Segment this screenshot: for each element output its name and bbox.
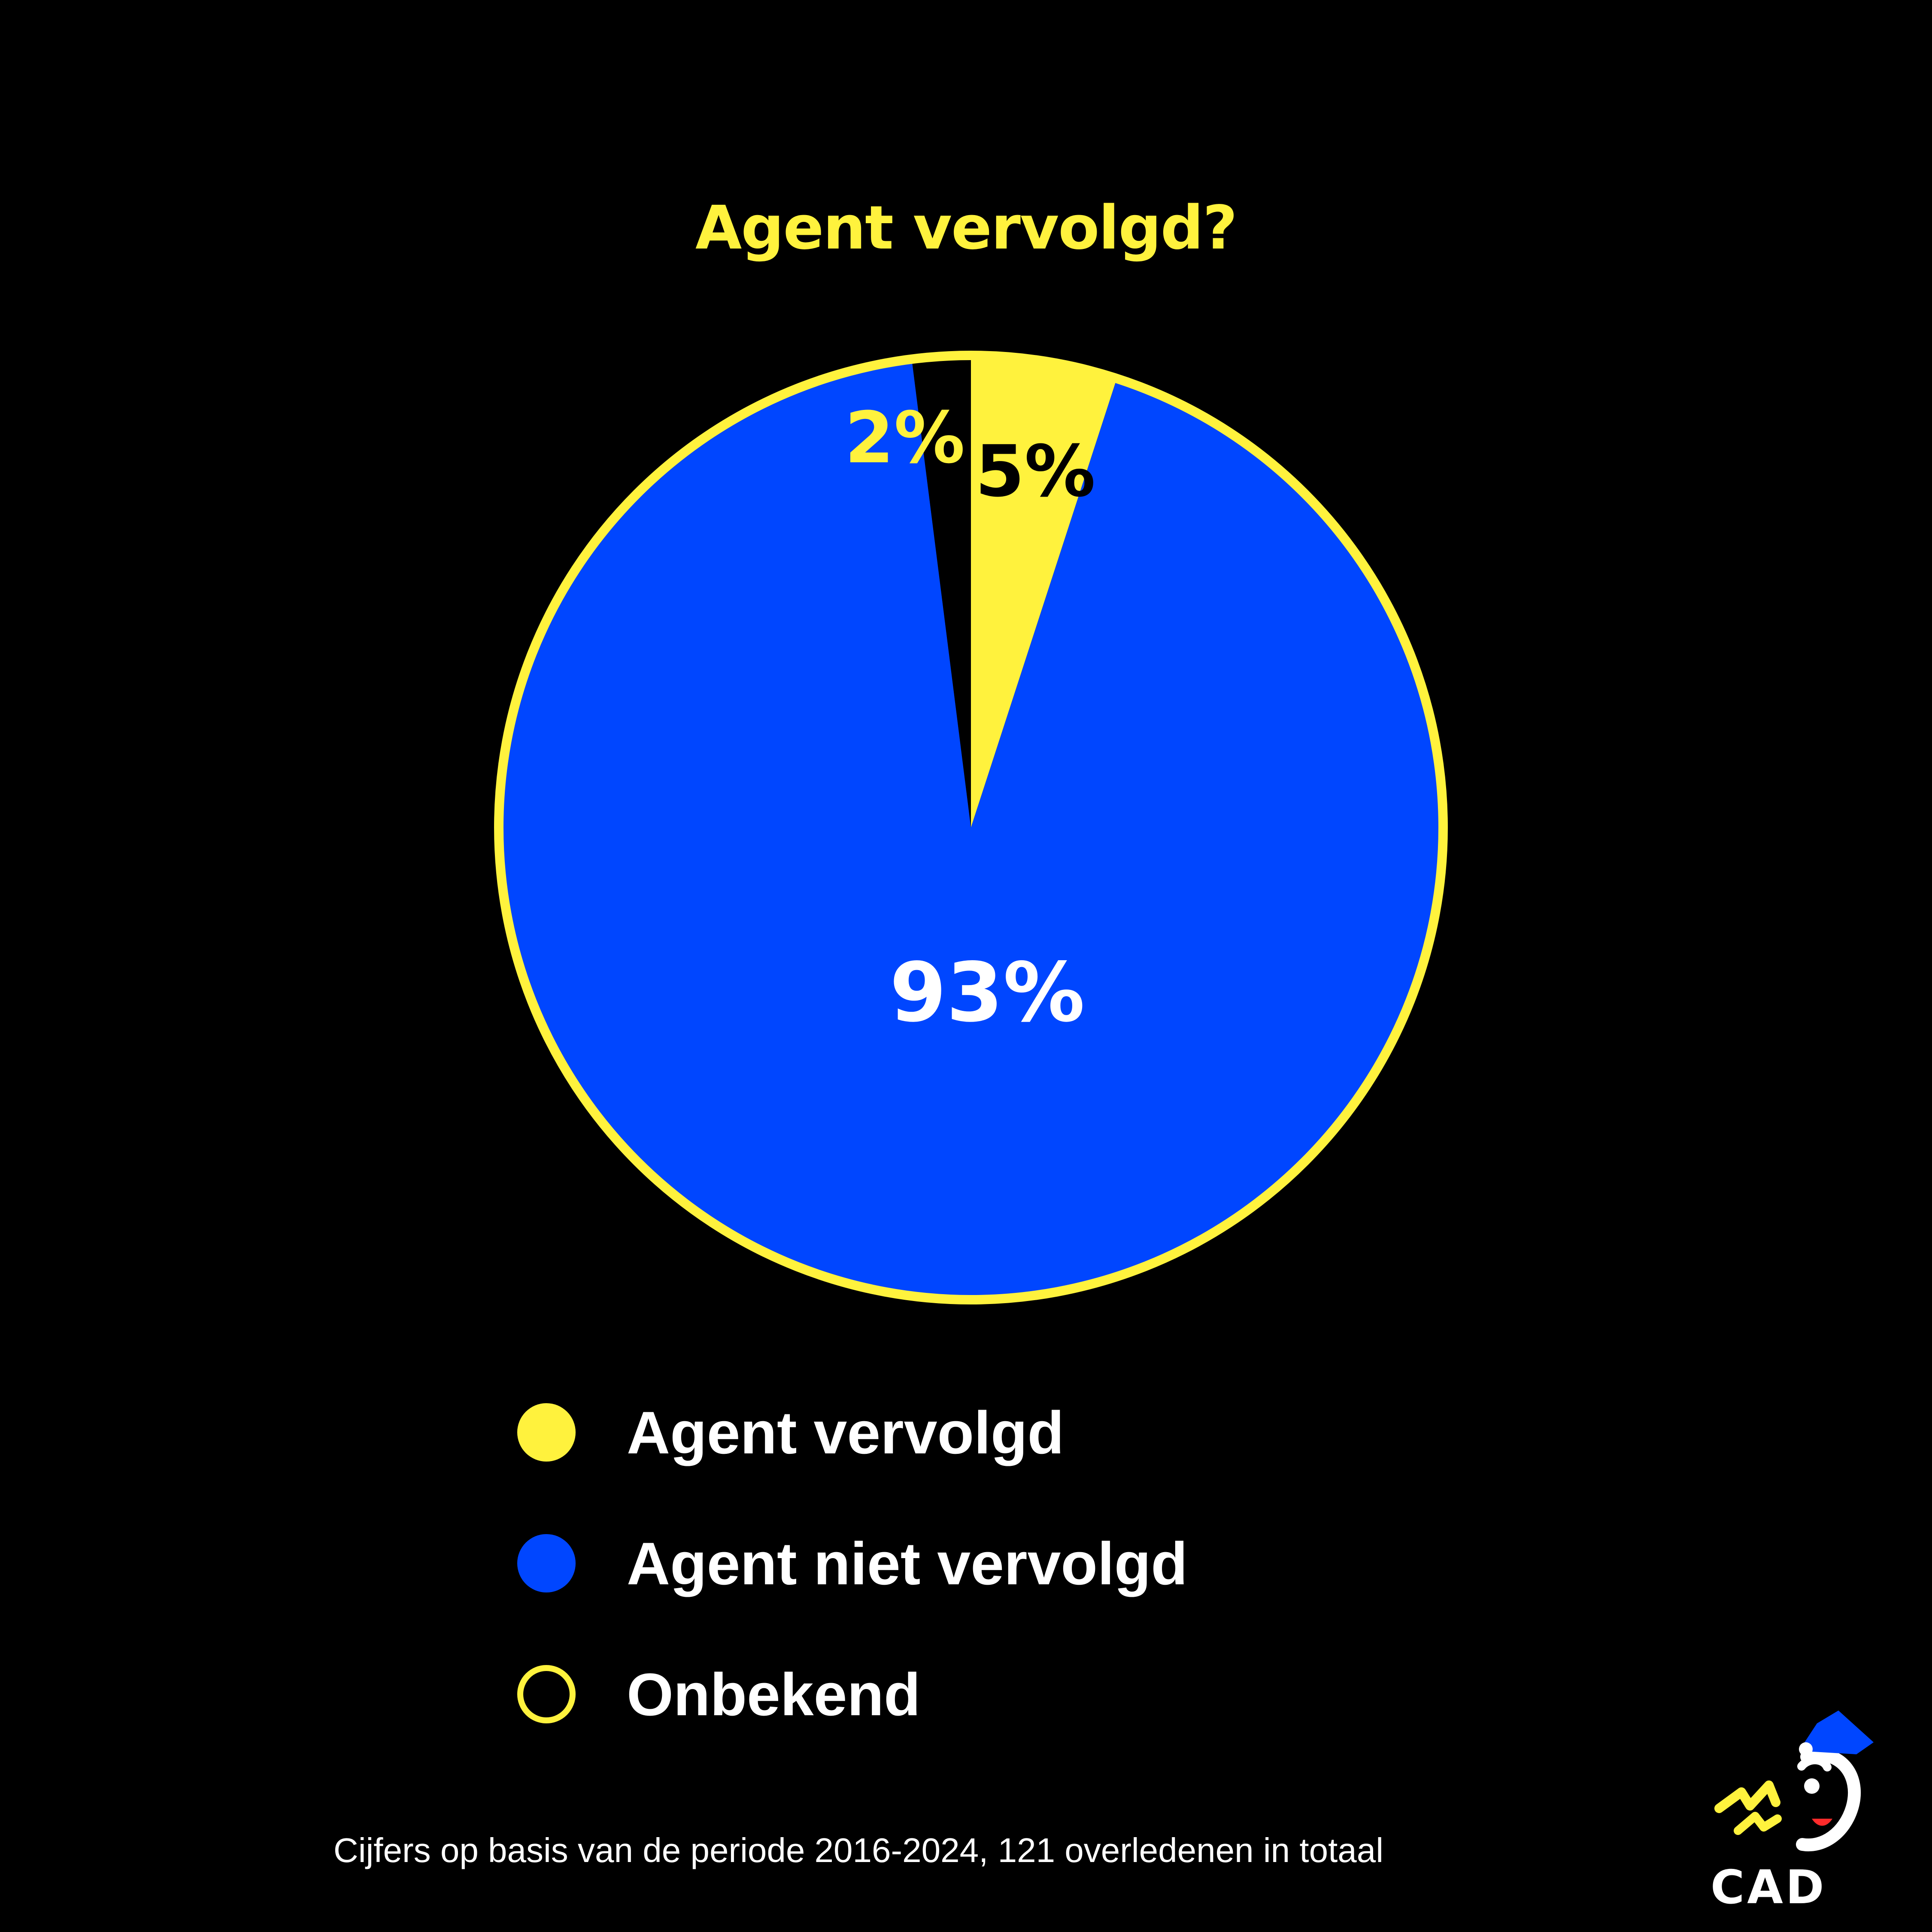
- legend-label-onbekend: Onbekend: [627, 1661, 921, 1728]
- pie-label-agent-vervolgd: 5%: [975, 430, 1095, 513]
- police-cap-face-icon: [1714, 1711, 1874, 1852]
- logo-text: CAD: [1711, 1861, 1827, 1914]
- legend-swatch-agent-vervolgd: [517, 1403, 576, 1462]
- pie-slice-agent-niet-vervolgd: [499, 359, 1444, 1300]
- pie-slice-agent-vervolgd: [971, 355, 1117, 828]
- legend-swatch-agent-niet-vervolgd: [517, 1534, 576, 1592]
- pie-slice-onbekend: [912, 355, 971, 828]
- legend-label-agent-vervolgd: Agent vervolgd: [627, 1399, 1065, 1466]
- cad-logo: CAD: [1711, 1706, 1891, 1914]
- legend-label-agent-niet-vervolgd: Agent niet vervolgd: [627, 1530, 1188, 1597]
- legend-swatch-onbekend: [517, 1665, 576, 1723]
- pie-outline: [494, 351, 1448, 1304]
- chart-title: Agent vervolgd?: [695, 193, 1237, 263]
- pie-label-onbekend: 2%: [845, 397, 965, 479]
- footnote: Cijfers op basis van de periode 2016-202…: [333, 1831, 1384, 1869]
- pie-label-agent-niet-vervolgd: 93%: [890, 945, 1085, 1040]
